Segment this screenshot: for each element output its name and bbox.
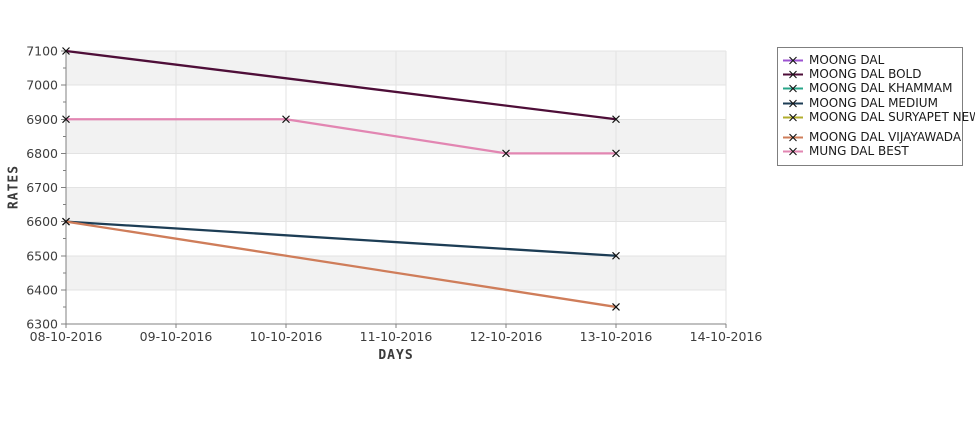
svg-text:6500: 6500 (26, 248, 58, 263)
data-point-marker (612, 303, 620, 311)
svg-text:12-10-2016: 12-10-2016 (470, 329, 543, 344)
legend-item-moong-dal-suryapet-new: MOONG DAL SURYAPET NEW (783, 111, 975, 125)
data-point-marker (62, 115, 70, 124)
svg-text:13-10-2016: 13-10-2016 (580, 329, 653, 344)
data-point-marker (282, 115, 290, 124)
series-line-moong-dal-bold (65, 49, 617, 121)
svg-text:6800: 6800 (26, 146, 58, 161)
legend-label: MOONG DAL (809, 52, 885, 67)
data-point-marker (62, 47, 70, 55)
legend-label: MOONG DAL SURYAPET NEW (809, 110, 975, 125)
data-point-marker (612, 149, 620, 158)
legend-label: MOONG DAL VIJAYAWADA (809, 129, 962, 144)
legend-swatch-line-icon (783, 147, 803, 156)
legend-label: MOONG DAL MEDIUM (809, 95, 938, 110)
x-axis-title: DAYS (378, 348, 414, 363)
svg-text:6900: 6900 (26, 112, 58, 127)
legend-item-moong-dal-khammam: MOONG DAL KHAMMAM (783, 82, 957, 96)
x-tick-labels: 08-10-2016 09-10-2016 10-10-2016 11-10-2016… (30, 329, 763, 344)
data-point-marker (612, 115, 620, 124)
legend-item-moong-dal-vijayawada: MOONG DAL VIJAYAWADA (783, 130, 961, 144)
data-point-marker (62, 217, 70, 226)
legend-swatch-line-icon (783, 133, 803, 142)
legend-label: MOONG DAL BOLD (809, 67, 922, 82)
svg-text:6300: 6300 (26, 317, 58, 332)
series-line-moong-dal-vijayawada (65, 220, 617, 309)
svg-text:09-10-2016: 09-10-2016 (140, 329, 213, 344)
data-point-marker (612, 251, 620, 260)
svg-text:11-10-2016: 11-10-2016 (360, 329, 433, 344)
svg-text:7000: 7000 (26, 78, 58, 93)
legend-label: MUNG DAL BEST (809, 144, 909, 159)
legend-item-mung-dal-best: MUNG DAL BEST (783, 144, 957, 158)
legend-swatch-line-icon (783, 56, 803, 65)
series-line-mung-dal-best (66, 118, 616, 155)
svg-text:6400: 6400 (26, 282, 58, 297)
y-axis-title: RATES (6, 164, 22, 210)
legend-item-moong-dal: MOONG DAL (783, 53, 957, 67)
legend-label: MOONG DAL KHAMMAM (809, 81, 953, 96)
svg-text:7100: 7100 (26, 44, 58, 59)
legend-swatch-line-icon (783, 113, 803, 122)
svg-text:10-10-2016: 10-10-2016 (250, 329, 323, 344)
legend-item-moong-dal-bold: MOONG DAL BOLD (783, 67, 957, 81)
legend-item-moong-dal-medium: MOONG DAL MEDIUM (783, 96, 957, 110)
data-point-marker (502, 149, 510, 158)
series-line-moong-dal-medium (65, 220, 617, 257)
legend: MOONG DAL MOONG DAL BOLD MOONG DAL KHAMM… (777, 47, 975, 166)
legend-swatch-line-icon (783, 70, 803, 79)
legend-swatch-line-icon (783, 99, 803, 108)
y-tick-labels: 6300 6400 6500 6600 6700 6800 6900 7000 7100 (26, 44, 58, 332)
svg-text:6600: 6600 (26, 214, 58, 229)
svg-text:6700: 6700 (26, 180, 58, 195)
svg-text:08-10-2016: 08-10-2016 (30, 329, 103, 344)
svg-text:14-10-2016: 14-10-2016 (690, 329, 763, 344)
legend-swatch-line-icon (783, 85, 803, 93)
